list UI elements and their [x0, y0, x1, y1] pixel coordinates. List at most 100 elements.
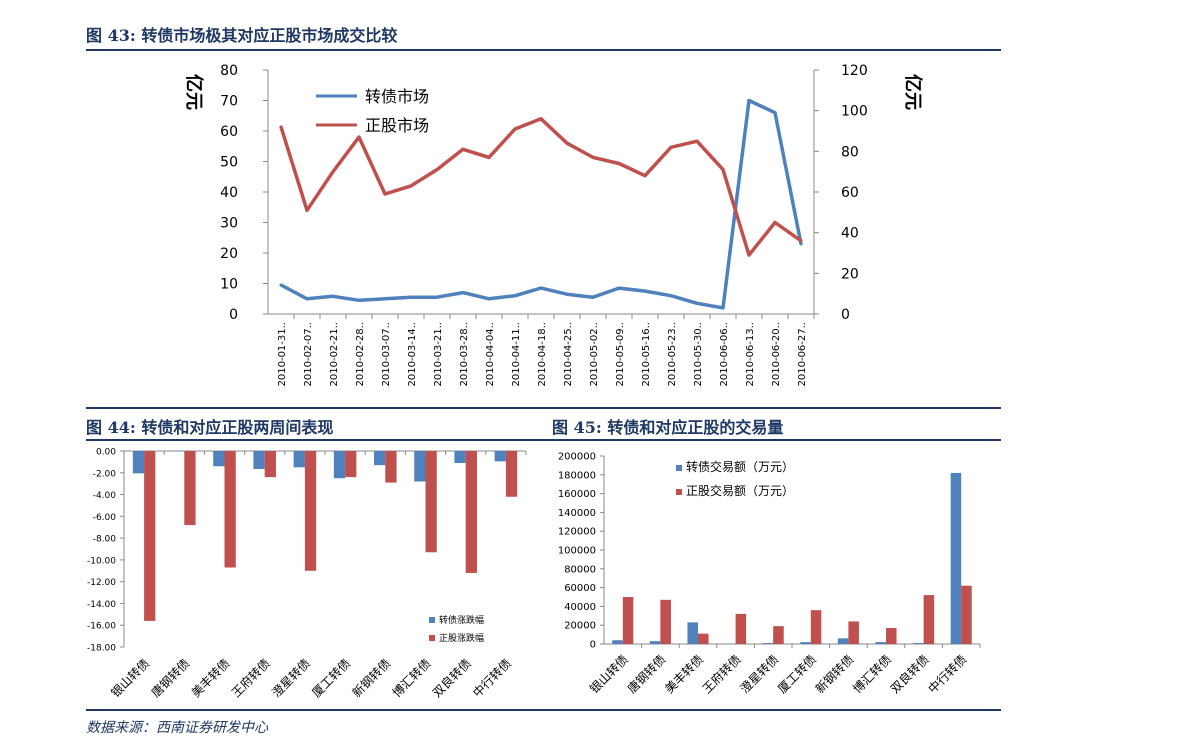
point-stock [279, 125, 283, 129]
x-tick-label: 2010-04-18.. [537, 322, 548, 386]
legend-swatch [676, 489, 682, 495]
point-stock [513, 127, 517, 131]
bar-convertible [374, 451, 386, 466]
y-tick-label: 200000 [558, 452, 596, 463]
bar-convertible [612, 640, 623, 644]
x-tick-label: 双良转债 [887, 652, 932, 697]
y-tick-label: -12.00 [87, 578, 116, 588]
bar-convertible [132, 451, 145, 474]
bar-stock [345, 451, 357, 478]
bar-convertible [333, 451, 346, 479]
point-convertible [565, 292, 569, 296]
left-tick-label: 50 [220, 155, 238, 171]
point-convertible [331, 294, 335, 298]
bar-convertible [687, 622, 698, 644]
point-stock [383, 192, 387, 196]
right-tick-label: 120 [841, 63, 868, 79]
x-tick-label: 2010-03-07.. [381, 322, 392, 386]
point-stock [357, 135, 361, 139]
point-convertible [435, 295, 439, 299]
x-tick-label: 新钢转债 [812, 652, 857, 697]
point-stock [409, 184, 413, 188]
right-tick-label: 60 [841, 185, 859, 201]
point-convertible [409, 295, 413, 299]
point-convertible [617, 286, 621, 290]
y-tick-label: 140000 [558, 508, 596, 519]
bar-stock [773, 626, 784, 644]
point-stock [331, 170, 335, 174]
x-tick-label: 2010-01-31.. [277, 322, 288, 386]
bar-stock [886, 628, 897, 644]
point-convertible [721, 306, 725, 310]
x-tick-label: 2010-04-25.. [563, 322, 574, 386]
x-tick-label: 王府转债 [699, 652, 744, 697]
point-convertible [799, 242, 803, 246]
right-tick-label: 20 [841, 266, 859, 282]
bar-convertible [414, 451, 426, 482]
point-convertible [279, 283, 283, 287]
point-stock [643, 174, 647, 178]
bar-stock [660, 599, 671, 644]
x-tick-label: 2010-04-11.. [511, 322, 522, 386]
bar-convertible [950, 472, 962, 644]
y-tick-label: -10.00 [87, 556, 116, 566]
point-convertible [383, 297, 387, 301]
x-tick-label: 厦工转债 [774, 652, 819, 697]
right-tick-label: 100 [841, 104, 868, 120]
x-tick-label: 银山转债 [586, 652, 631, 697]
x-tick-label: 2010-06-27.. [797, 322, 808, 386]
y-tick-label: 120000 [558, 527, 596, 538]
y-tick-label: 0 [590, 640, 596, 651]
x-tick-label: 唐钢转债 [624, 652, 669, 697]
y-tick-label: -4.00 [93, 491, 117, 501]
bar-convertible [213, 451, 225, 467]
right-tick-label: 40 [841, 226, 859, 242]
bar-convertible [454, 451, 466, 463]
bar-stock [923, 595, 935, 644]
y-tick-label: -2.00 [93, 469, 117, 479]
bar-stock [264, 451, 276, 478]
bar-stock [465, 451, 477, 573]
x-tick-label: 澄星转债 [737, 652, 782, 697]
y-tick-label: 40000 [564, 602, 596, 613]
left-tick-label: 0 [229, 307, 238, 323]
legend-swatch [429, 635, 435, 641]
figure-44-rule [86, 439, 1001, 441]
point-stock [487, 155, 491, 159]
footer-rule [86, 709, 1001, 711]
y-tick-label: -8.00 [93, 535, 117, 545]
bar-convertible [913, 643, 924, 644]
x-tick-label: 2010-04-04.. [485, 322, 496, 386]
x-tick-label: 博汇转债 [850, 652, 895, 697]
x-tick-label: 中行转债 [925, 652, 970, 697]
legend-label: 正股涨跌幅 [439, 632, 484, 644]
point-convertible [669, 294, 673, 298]
legend-label: 正股交易额（万元） [686, 483, 794, 498]
y-tick-label: -18.00 [87, 644, 116, 654]
y-tick-label: -16.00 [87, 622, 116, 632]
x-tick-label: 2010-02-07.. [303, 322, 314, 386]
legend-label: 正股市场 [365, 116, 429, 135]
y-tick-label: 0.00 [96, 448, 116, 458]
point-convertible [513, 294, 517, 298]
bar-convertible [173, 451, 185, 452]
y-tick-label: -6.00 [93, 513, 117, 523]
figure-44-title: 图 44: 转债和对应正股两周间表现 [86, 418, 334, 437]
legend-label: 转债市场 [365, 87, 429, 106]
bar-convertible [762, 643, 774, 644]
y-tick-label: -14.00 [87, 600, 116, 610]
chart-43: 0 10 20 30 40 50 60 70 80 0 20 40 60 80 100 120 亿元 亿元 2010… [183, 63, 924, 386]
point-convertible [305, 297, 309, 301]
point-stock [617, 162, 621, 166]
point-convertible [461, 291, 465, 295]
y-tick-label: 60000 [564, 583, 596, 594]
point-stock [435, 168, 439, 172]
bar-stock [698, 633, 709, 644]
x-tick-label: 2010-03-21.. [433, 322, 444, 386]
bar-stock [848, 621, 859, 644]
point-stock [591, 155, 595, 159]
legend-label: 转债涨跌幅 [439, 614, 484, 626]
bar-convertible [494, 451, 506, 462]
